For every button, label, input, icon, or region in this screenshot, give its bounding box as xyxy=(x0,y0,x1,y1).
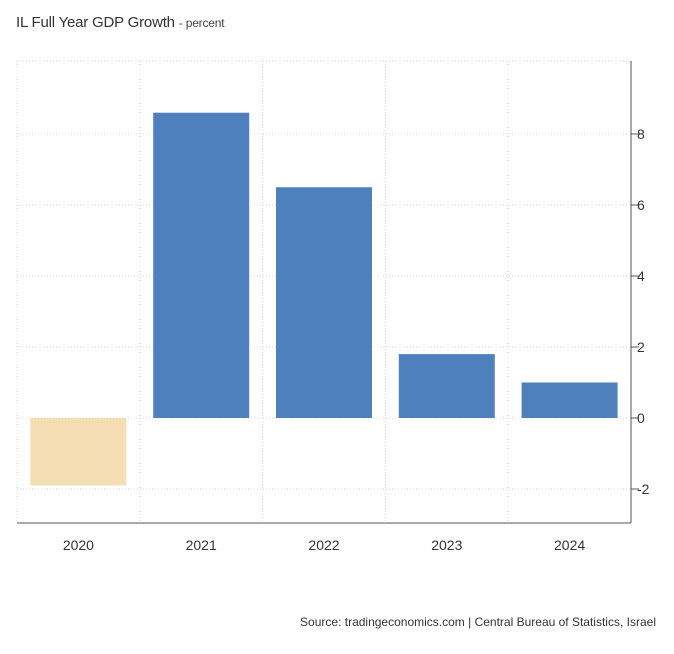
tick-labels: 8 6 4 2 0 -2 2020 2021 2022 2023 2024 xyxy=(63,126,650,553)
source-footnote: Source: tradingeconomics.com | Central B… xyxy=(300,615,656,629)
chart-unit: - percent xyxy=(178,16,225,30)
x-tick-label: 2022 xyxy=(308,537,339,553)
y-tick-label: 0 xyxy=(637,410,645,426)
x-tick-label: 2020 xyxy=(63,537,94,553)
chart-unit-text: percent xyxy=(185,16,225,30)
chart-title-text: IL Full Year GDP Growth xyxy=(16,14,175,31)
axes xyxy=(17,61,639,524)
bar-2020 xyxy=(30,418,127,486)
bars xyxy=(30,112,618,486)
y-tick-label: 2 xyxy=(637,339,645,355)
bar-2021 xyxy=(153,112,250,418)
x-tick-label: 2021 xyxy=(186,537,217,553)
bar-2022 xyxy=(276,187,372,418)
chart-title: IL Full Year GDP Growth - percent xyxy=(16,14,225,31)
y-tick-label: -2 xyxy=(637,481,650,497)
x-tick-label: 2023 xyxy=(431,537,462,553)
y-tick-label: 4 xyxy=(637,268,645,284)
bar-2024 xyxy=(521,382,618,418)
y-tick-label: 6 xyxy=(637,197,645,213)
x-tick-label: 2024 xyxy=(554,537,585,553)
y-tick-label: 8 xyxy=(637,126,645,142)
bar-2023 xyxy=(398,354,495,418)
